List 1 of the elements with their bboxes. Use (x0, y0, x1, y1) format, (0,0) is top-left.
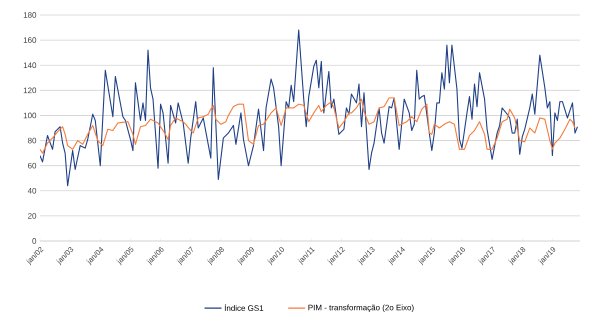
line-series (40, 30, 578, 186)
